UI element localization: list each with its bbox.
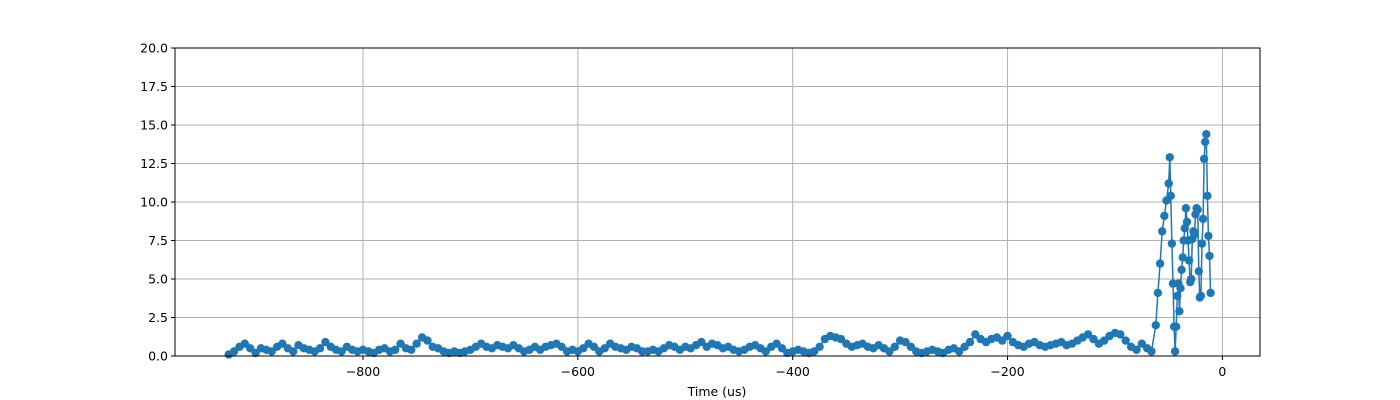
data-point	[1201, 137, 1210, 147]
data-point	[1187, 274, 1196, 284]
data-point	[1003, 331, 1012, 341]
data-point	[1166, 191, 1176, 200]
data-point	[1164, 179, 1173, 188]
y-tick-label: 0.0	[148, 349, 168, 364]
data-point	[1173, 291, 1182, 301]
y-tick-label: 10.0	[140, 195, 168, 210]
y-tick-label: 5.0	[148, 272, 168, 287]
data-point	[1121, 336, 1130, 345]
data-point	[697, 337, 706, 347]
data-point	[1205, 251, 1214, 261]
data-point	[1178, 253, 1187, 262]
data-point	[1083, 330, 1093, 339]
y-tick-label: 7.5	[148, 233, 168, 248]
data-point	[1202, 130, 1211, 139]
data-point	[289, 347, 298, 356]
data-point	[1199, 154, 1209, 164]
x-axis: −800 −600 −400 −200 0	[346, 356, 1226, 379]
data-point	[1147, 347, 1156, 356]
y-tick-label: 15.0	[140, 118, 168, 133]
x-tick-label: 0	[1218, 364, 1226, 379]
data-point	[1181, 204, 1191, 213]
data-point	[407, 345, 416, 354]
data-point	[1194, 267, 1204, 276]
x-axis-label: Time (us)	[687, 384, 747, 399]
data-point	[1198, 214, 1208, 224]
data-point	[971, 330, 980, 339]
data-point	[391, 345, 400, 354]
y-tick-label: 20.0	[140, 41, 168, 56]
data-point	[960, 342, 969, 351]
data-point	[423, 336, 432, 345]
data-point	[1153, 288, 1163, 298]
data-point	[1116, 330, 1125, 339]
y-axis: 0.0 2.5 5.0 7.5 10.0 12.5 15.0 17.5 20.0	[140, 41, 175, 364]
data-point	[1175, 307, 1184, 316]
data-point	[1204, 231, 1213, 241]
y-tick-label: 12.5	[140, 156, 168, 171]
data-point	[1172, 322, 1181, 331]
data-point	[1182, 217, 1192, 227]
x-tick-label: −400	[776, 364, 810, 379]
data-point	[890, 342, 899, 351]
x-tick-label: −800	[346, 364, 380, 379]
data-point	[321, 337, 330, 347]
x-tick-label: −600	[561, 364, 595, 379]
data-point	[1196, 291, 1206, 301]
data-point	[1203, 191, 1212, 200]
data-point	[1176, 284, 1185, 293]
x-tick-label: −200	[990, 364, 1024, 379]
y-tick-label: 2.5	[148, 310, 168, 325]
data-point	[315, 344, 325, 353]
data-point	[965, 337, 975, 347]
data-point	[1155, 259, 1165, 268]
data-point	[1167, 239, 1177, 248]
data-point	[412, 339, 421, 348]
data-series	[224, 130, 1215, 359]
data-point	[1197, 239, 1207, 248]
grid-lines	[175, 47, 1260, 357]
data-point	[1158, 227, 1167, 236]
data-point	[1190, 230, 1199, 239]
data-point	[1170, 347, 1180, 356]
data-point	[1160, 211, 1169, 221]
data-point	[1184, 256, 1194, 265]
data-point	[815, 342, 824, 351]
data-point	[1132, 345, 1141, 354]
data-point	[1206, 288, 1215, 298]
y-tick-label: 17.5	[140, 79, 168, 94]
data-point	[1193, 205, 1202, 214]
data-point	[901, 337, 910, 347]
data-point	[1177, 265, 1186, 274]
data-point	[1151, 321, 1161, 330]
data-point	[1165, 153, 1175, 162]
series-line	[228, 134, 1212, 356]
